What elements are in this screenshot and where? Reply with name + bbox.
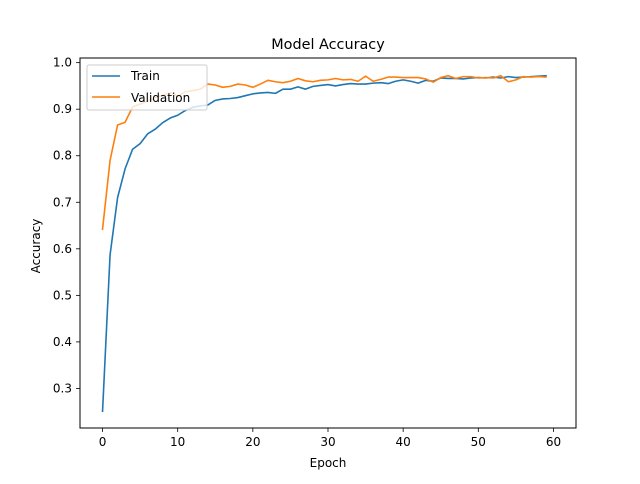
y-tick-label: 0.8 (53, 149, 72, 163)
y-tick-label: 1.0 (53, 56, 72, 70)
x-tick-label: 40 (396, 435, 411, 449)
series-line-train (101, 74, 547, 413)
x-tick-label: 50 (471, 435, 486, 449)
x-axis-label: Epoch (310, 456, 347, 470)
ticks-layer: 0 10 20 30 40 50 60 0.3 0.4 0.5 0.6 0.7 0.8 0.9 1.0 (53, 56, 561, 449)
legend-label-validation: Validation (131, 91, 190, 105)
x-tick-label: 60 (546, 435, 561, 449)
legend-label-train: Train (130, 69, 160, 83)
chart-title: Model Accuracy (271, 37, 385, 53)
y-tick-label: 0.4 (53, 335, 72, 349)
y-tick-label: 0.7 (53, 195, 72, 209)
x-tick-label: 10 (170, 435, 185, 449)
y-tick-label: 0.5 (53, 288, 72, 302)
x-tick-label: 30 (320, 435, 335, 449)
x-tick-label: 20 (245, 435, 260, 449)
x-tick-label: 0 (99, 435, 107, 449)
plot-frame (79, 57, 577, 429)
y-axis-label: Accuracy (29, 219, 43, 274)
y-tick-label: 0.3 (53, 381, 72, 395)
legend: Train Validation (86, 64, 208, 111)
y-tick-label: 0.9 (53, 102, 72, 116)
y-tick-label: 0.6 (53, 242, 72, 256)
